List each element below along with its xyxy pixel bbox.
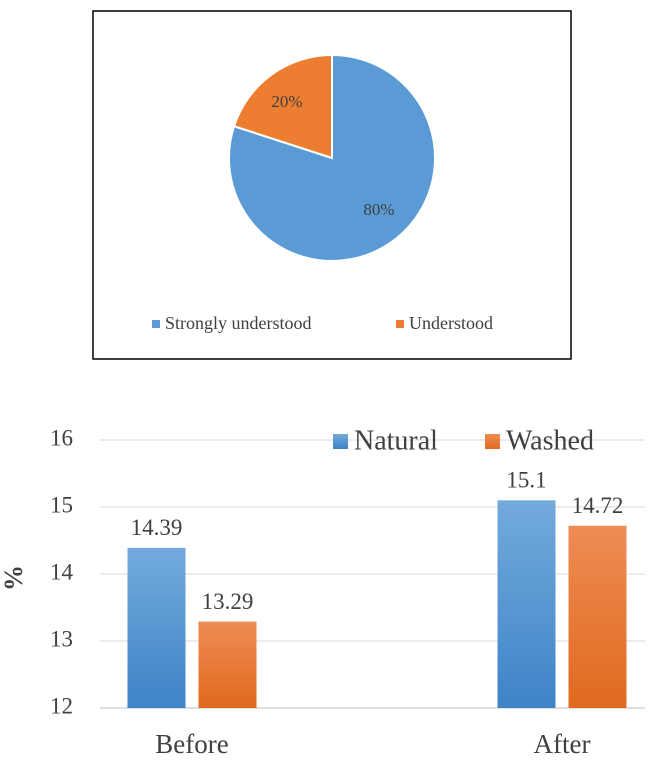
bar-value-label: 13.29 <box>202 589 254 614</box>
legend-swatch <box>485 434 500 449</box>
y-axis-label: % <box>0 565 28 591</box>
pie-slice-strongly-understood <box>228 53 436 262</box>
bar-legend: Natural Washed <box>333 425 594 456</box>
pie-slices <box>228 53 436 262</box>
pie-slice-label: 80% <box>363 200 394 219</box>
legend-label: Washed <box>506 425 594 456</box>
bars <box>127 500 627 708</box>
y-tick-label: 16 <box>50 425 73 450</box>
pie-legend: Strongly understood Understood <box>152 313 493 333</box>
bar-washed-before <box>198 621 257 708</box>
pie-labels: 80% 20% <box>271 92 394 219</box>
x-tick-label: Before <box>155 729 228 759</box>
y-tick-label: 12 <box>50 693 73 718</box>
pie-slice-label: 20% <box>271 92 302 111</box>
y-tick-label: 15 <box>50 492 73 517</box>
bar-chart: 12 13 14 15 16 % 14.39 13.29 15.1 14.72 Before A… <box>0 425 645 759</box>
x-tick-label: After <box>534 729 591 759</box>
pie-chart: 80% 20% Strongly understood Understood <box>92 10 572 360</box>
legend-swatch <box>396 320 404 328</box>
x-axis-tick-labels: Before After <box>155 729 590 759</box>
bar-value-label: 15.1 <box>506 468 546 493</box>
legend-label: Strongly understood <box>165 313 312 333</box>
y-axis-tick-labels: 12 13 14 15 16 <box>50 425 74 718</box>
legend-swatch <box>333 434 348 449</box>
pie-slice-understood <box>232 53 333 160</box>
y-tick-label: 13 <box>50 626 73 651</box>
legend-swatch <box>152 320 160 328</box>
bar-washed-after <box>568 525 627 708</box>
bar-data-labels: 14.39 13.29 15.1 14.72 <box>131 468 624 614</box>
bar-value-label: 14.39 <box>131 515 183 540</box>
legend-label: Understood <box>409 313 493 333</box>
bar-value-label: 14.72 <box>572 493 624 518</box>
bar-natural-after <box>497 500 556 708</box>
legend-label: Natural <box>354 425 438 456</box>
y-tick-label: 14 <box>50 559 74 584</box>
bar-natural-before <box>127 547 186 708</box>
